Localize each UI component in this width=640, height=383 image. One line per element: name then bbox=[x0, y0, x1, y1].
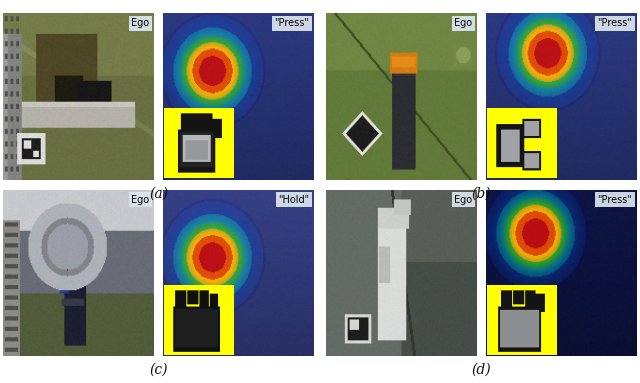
Text: "Hold": "Hold" bbox=[278, 195, 309, 205]
Text: "Press": "Press" bbox=[274, 18, 309, 28]
Text: "Press": "Press" bbox=[597, 195, 632, 205]
Text: Ego: Ego bbox=[454, 18, 472, 28]
Text: Ego: Ego bbox=[131, 195, 149, 205]
Text: (d): (d) bbox=[472, 363, 492, 377]
Text: Ego: Ego bbox=[454, 195, 472, 205]
Text: Ego: Ego bbox=[131, 18, 149, 28]
Text: (a): (a) bbox=[149, 187, 168, 201]
Text: (b): (b) bbox=[472, 187, 492, 201]
Text: "Press": "Press" bbox=[597, 18, 632, 28]
Text: (c): (c) bbox=[149, 363, 168, 377]
